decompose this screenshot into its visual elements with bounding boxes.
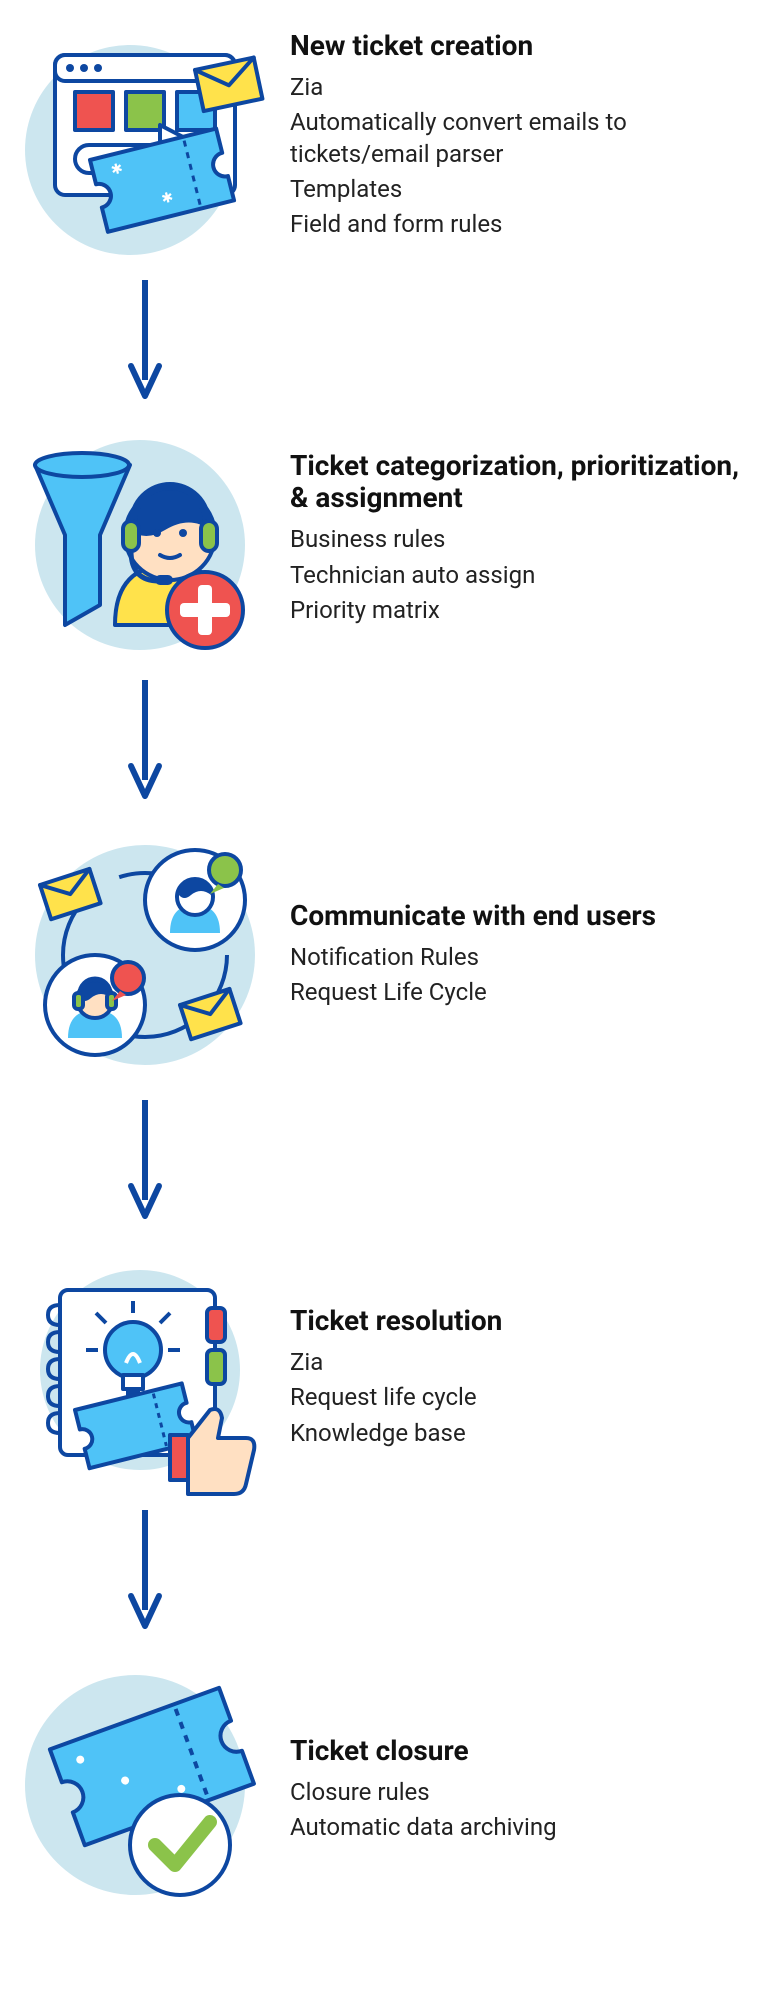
step-title: Ticket categorization, prioritization, &…: [290, 450, 759, 514]
step-title: New ticket creation: [290, 30, 759, 62]
step-item: Priority matrix: [290, 595, 759, 626]
step-item: Field and form rules: [290, 209, 759, 240]
step-communicate: Communicate with end users Notification R…: [0, 830, 779, 1080]
step-text-resolution: Ticket resolution Zia Request life cycle Kn…: [290, 1260, 779, 1453]
step-item: Request life cycle: [290, 1382, 759, 1413]
flow-arrow-icon: [0, 1100, 290, 1230]
step-item: Request Life Cycle: [290, 977, 759, 1008]
step-closure: Ticket closure Closure rules Automatic dat…: [0, 1670, 779, 1920]
step-resolution: Ticket resolution Zia Request life cycle Kn…: [0, 1260, 779, 1510]
step-item: Automatic data archiving: [290, 1812, 759, 1843]
step-new-ticket: New ticket creation Zia Automatically conv…: [0, 30, 779, 280]
communicate-icon: [0, 830, 290, 1080]
step-item: Closure rules: [290, 1777, 759, 1808]
step-item: Templates: [290, 174, 759, 205]
step-text-categorize: Ticket categorization, prioritization, &…: [290, 430, 779, 630]
step-text-new-ticket: New ticket creation Zia Automatically conv…: [290, 30, 779, 244]
step-item: Zia: [290, 1347, 759, 1378]
agent-assign-icon: [0, 430, 290, 680]
step-item: Notification Rules: [290, 942, 759, 973]
resolution-icon: [0, 1260, 290, 1510]
step-item: Technician auto assign: [290, 560, 759, 591]
flow-arrow-icon: [0, 680, 290, 810]
step-item: Zia: [290, 72, 759, 103]
step-text-communicate: Communicate with end users Notification R…: [290, 830, 779, 1013]
step-text-closure: Ticket closure Closure rules Automatic dat…: [290, 1670, 779, 1848]
step-item: Automatically convert emails to tickets/…: [290, 107, 759, 169]
step-title: Communicate with end users: [290, 900, 759, 932]
flow-arrow-icon: [0, 280, 290, 410]
ticket-creation-icon: [0, 30, 290, 280]
step-item: Business rules: [290, 524, 759, 555]
closure-icon: [0, 1670, 290, 1920]
step-title: Ticket resolution: [290, 1305, 759, 1337]
flow-arrow-icon: [0, 1510, 290, 1640]
step-title: Ticket closure: [290, 1735, 759, 1767]
step-item: Knowledge base: [290, 1418, 759, 1449]
step-categorize: Ticket categorization, prioritization, &…: [0, 430, 779, 680]
